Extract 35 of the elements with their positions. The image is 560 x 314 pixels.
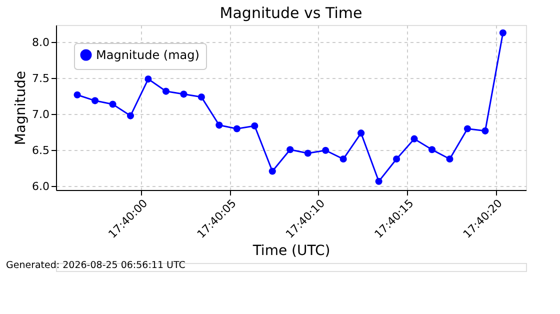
point <box>375 178 382 185</box>
text: Generated: 2026-08-25 06:56:11 UTC <box>6 260 186 271</box>
point <box>233 125 240 132</box>
point <box>340 155 347 163</box>
point <box>126 112 134 120</box>
point <box>74 91 81 98</box>
y-tick-label: 7.0 <box>32 108 50 121</box>
y-axis-title: Magnitude <box>13 70 30 146</box>
point <box>251 122 258 130</box>
y-tick-label: 7.5 <box>32 72 50 85</box>
point <box>392 155 400 163</box>
point <box>198 94 205 101</box>
point <box>464 125 472 132</box>
point <box>410 135 418 142</box>
y-tick-label: 8.0 <box>32 36 50 49</box>
point <box>322 146 330 154</box>
point <box>144 76 152 83</box>
point <box>216 122 223 129</box>
point <box>180 90 188 98</box>
point <box>162 88 170 95</box>
point <box>109 100 116 108</box>
point <box>91 97 99 104</box>
point <box>304 150 312 157</box>
point <box>446 155 454 163</box>
point <box>482 127 489 134</box>
point <box>499 29 506 36</box>
y-tick-label: 6.0 <box>32 180 50 193</box>
point <box>428 146 436 154</box>
chart-title: Magnitude vs Time <box>220 4 362 22</box>
y-tick-label: 6.5 <box>32 144 50 157</box>
x-axis-title: Time (UTC) <box>252 243 330 260</box>
point <box>286 146 294 154</box>
legend-label: Magnitude (mag) <box>96 48 200 62</box>
point <box>268 168 276 175</box>
point <box>358 130 365 137</box>
